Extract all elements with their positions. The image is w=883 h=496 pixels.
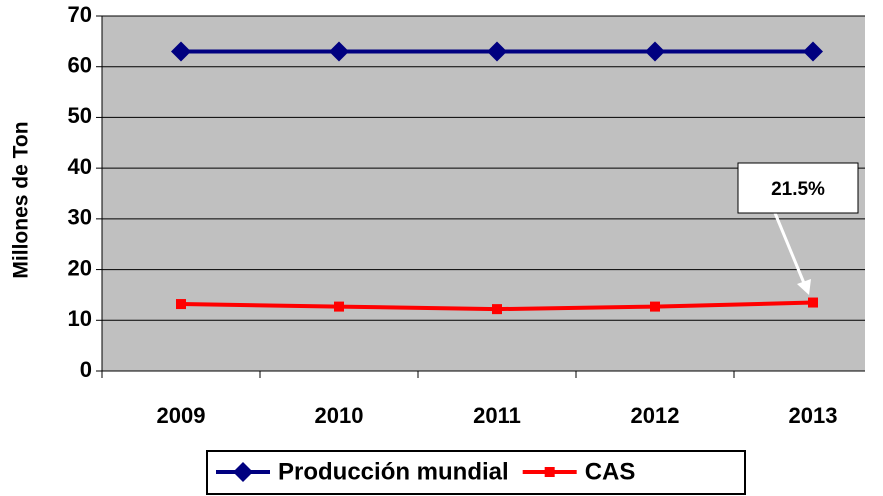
legend-marker (544, 467, 555, 477)
x-tick-label: 2009 (157, 403, 206, 428)
y-tick-label: 30 (68, 205, 92, 230)
y-tick-label: 40 (68, 154, 92, 179)
y-tick-label: 10 (68, 306, 92, 331)
x-tick-label: 2012 (631, 403, 680, 428)
legend-marker (233, 462, 253, 482)
x-tick-label: 2010 (315, 403, 364, 428)
y-tick-label: 60 (68, 53, 92, 78)
legend-label: Producción mundial (278, 458, 509, 485)
data-point (492, 304, 502, 315)
y-tick-label: 20 (68, 255, 92, 280)
data-point (487, 41, 507, 62)
data-point (645, 41, 665, 62)
annotation-arrow (773, 212, 808, 289)
data-point (334, 301, 344, 312)
data-point (803, 41, 823, 62)
x-tick-label: 2013 (789, 403, 838, 428)
data-point (808, 297, 818, 308)
legend-label: CAS (585, 458, 636, 485)
legend-box (206, 450, 746, 495)
data-point (176, 299, 186, 310)
annotation-box (737, 162, 859, 214)
y-axis-label: Millones de Ton (10, 121, 33, 278)
y-tick-label: 50 (68, 103, 92, 128)
x-tick-label: 2011 (473, 403, 521, 428)
data-point (650, 301, 660, 312)
data-point (171, 41, 191, 62)
legend: Producción mundial CAS (206, 450, 746, 495)
y-tick-label: 0 (80, 357, 92, 382)
annotation-arrowhead (797, 279, 811, 295)
data-point (329, 41, 349, 62)
y-tick-label: 70 (68, 2, 92, 27)
annotation: 21.5% (771, 179, 825, 200)
